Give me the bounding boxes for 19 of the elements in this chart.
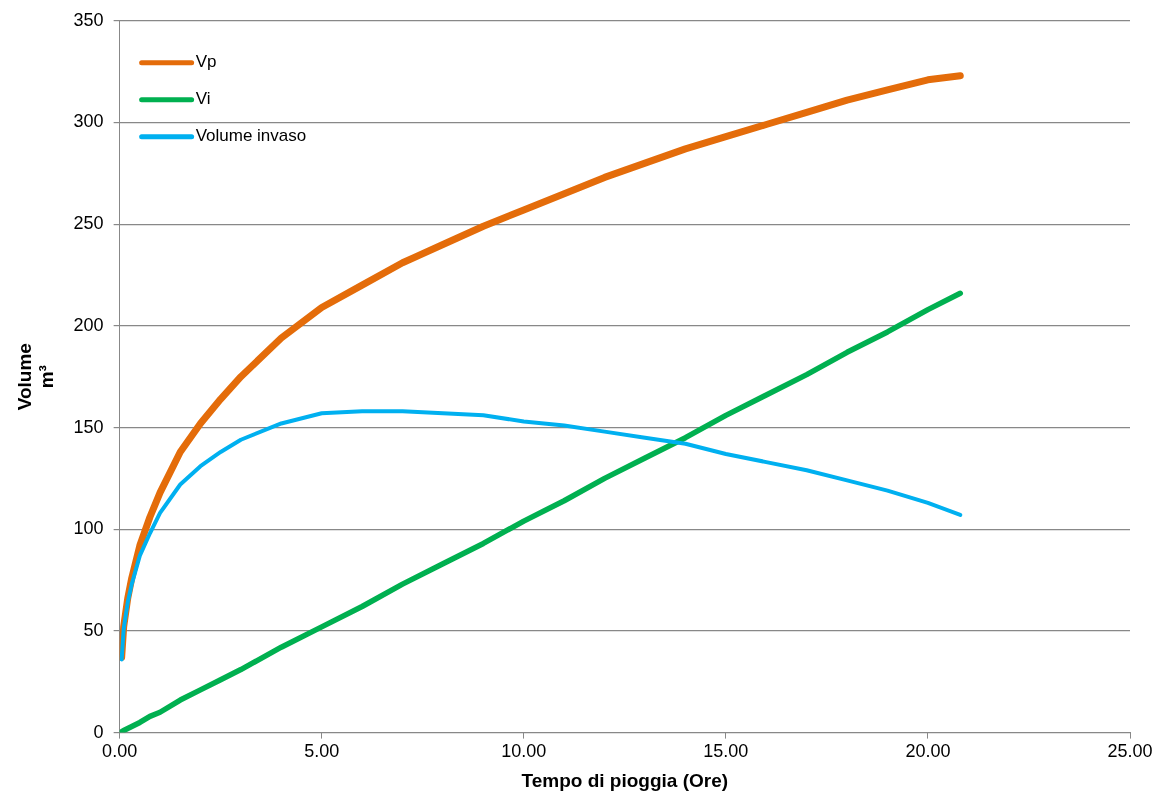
y-axis-title: Volume m³	[13, 343, 58, 411]
legend-label: Vp	[195, 52, 217, 72]
x-tick-label: 25.00	[1107, 741, 1153, 762]
y-tick-label: 100	[73, 518, 104, 539]
y-tick-label: 150	[73, 416, 104, 437]
legend-label: Volume invaso	[195, 126, 307, 146]
x-tick-label: 0.00	[102, 741, 138, 762]
y-tick-label: 250	[73, 213, 104, 234]
x-axis-title: Tempo di pioggia (Ore)	[521, 769, 729, 791]
y-tick-label: 200	[73, 314, 104, 335]
x-tick-label: 20.00	[905, 741, 951, 762]
x-tick-label: 5.00	[304, 741, 340, 762]
y-tick-label: 300	[73, 111, 104, 132]
x-tick-label: 10.00	[501, 741, 547, 762]
x-tick-label: 15.00	[703, 741, 749, 762]
legend-label: Vi	[195, 89, 211, 109]
y-tick-label: 50	[83, 619, 104, 640]
y-tick-label: 350	[73, 9, 104, 30]
y-tick-label: 0	[93, 721, 104, 742]
